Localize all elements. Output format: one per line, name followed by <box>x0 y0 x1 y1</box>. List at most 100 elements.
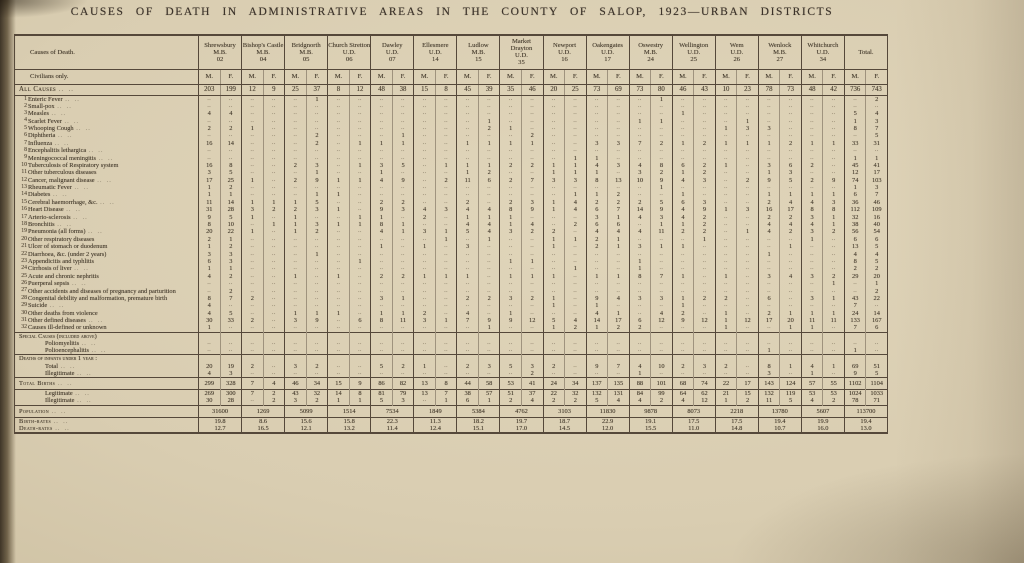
cause-cell: .. <box>822 250 845 258</box>
sex-label-m: M. <box>843 69 866 85</box>
cause-cell: .. <box>348 147 371 155</box>
special-cause-cell: .. <box>241 339 264 348</box>
cause-cell: 103 <box>865 176 888 184</box>
cause-cell: .. <box>456 102 479 111</box>
total-births-cell: 22 <box>714 377 737 390</box>
cause-cell: 2 <box>757 309 780 318</box>
cause-label: 21 Ulcer of stomach or duodenum <box>14 243 199 251</box>
cause-cell: .. <box>865 302 888 310</box>
cause-cell: .. <box>520 124 543 133</box>
cause-cell: 7 <box>520 176 543 184</box>
cause-cell: 4 <box>456 309 479 318</box>
cause-cell: 4 <box>671 213 694 221</box>
infant-deaths-cell: 9 <box>585 362 608 371</box>
dot-leader: .. .. <box>47 302 65 310</box>
cause-cell: .. <box>865 102 888 111</box>
cause-cell: .. <box>327 117 350 125</box>
cause-cell: 7 <box>456 317 479 325</box>
cause-cell: .. <box>391 287 414 295</box>
cause-cell: 1 <box>391 228 414 236</box>
sex-label-f: F. <box>779 69 802 85</box>
cause-cell: 5 <box>779 176 802 184</box>
cause-cell: .. <box>413 161 436 170</box>
cause-cell: 2 <box>607 198 630 207</box>
cause-label: 24 Cirrhosis of liver .. .. <box>14 265 199 273</box>
cause-cell: .. <box>434 169 457 177</box>
cause-cell: .. <box>542 139 565 148</box>
cause-cell: 1 <box>542 206 565 214</box>
rate-cell: 8.6 <box>241 416 285 425</box>
cause-cell: 1 <box>628 117 651 125</box>
infant-deaths-cell: .. <box>262 362 285 371</box>
cause-cell: .. <box>499 154 522 162</box>
cause-cell: .. <box>585 124 608 133</box>
cause-cell: .. <box>714 110 737 118</box>
cause-cell: .. <box>843 147 866 155</box>
cause-cell: 2 <box>800 161 823 170</box>
cause-cell: 2 <box>564 220 587 229</box>
cause-cell: 1 <box>779 324 802 333</box>
cause-cell: 112 <box>843 206 866 214</box>
dot-leader: .. .. <box>55 380 73 388</box>
infant-deaths-cell: .. <box>564 362 587 371</box>
sex-label-m: M. <box>499 69 522 85</box>
cause-cell: 1 <box>198 243 221 251</box>
cause-cell: .. <box>348 169 371 177</box>
cause-cell: 3 <box>542 176 565 184</box>
all-causes-cell: 37 <box>305 84 328 96</box>
cause-cell: .. <box>284 324 307 333</box>
population-row: Population .. .. 31600 1269 5099 1514 7534 184… <box>14 404 888 418</box>
cause-cell: .. <box>564 102 587 111</box>
cause-cell: .. <box>520 243 543 251</box>
infant-deaths-cell: 3 <box>757 370 780 378</box>
cause-cell: 2 <box>434 176 457 184</box>
district-header: Oakengates U.D. 17 <box>585 35 630 70</box>
cause-cell: .. <box>284 191 307 199</box>
cause-cell: 1 <box>305 309 328 318</box>
sex-label-f: F. <box>564 69 587 85</box>
dot-leader: .. .. <box>54 221 72 229</box>
cause-cell: .. <box>456 147 479 155</box>
cause-cell: 17 <box>779 206 802 214</box>
infant-deaths-cell: .. <box>650 370 673 378</box>
cause-cell: 1 <box>241 228 264 236</box>
cause-cell: .. <box>456 110 479 118</box>
cause-cell: .. <box>671 265 694 273</box>
special-cause-cell: .. <box>370 347 393 355</box>
infant-deaths-cell: 3 <box>284 362 307 371</box>
cause-cell: .. <box>241 117 264 125</box>
cause-cell: .. <box>628 309 651 318</box>
cause-cell: 1 <box>520 139 543 148</box>
cause-cell: 22 <box>219 228 242 236</box>
births-detail-cell: 51 <box>499 389 522 398</box>
all-causes-cell: 46 <box>520 84 543 96</box>
cause-cell: .. <box>219 95 242 103</box>
cause-cell: .. <box>305 294 328 303</box>
cause-cell: .. <box>671 132 694 140</box>
cause-cell: .. <box>736 250 759 258</box>
cause-cell: .. <box>757 265 780 273</box>
cause-cell: 3 <box>456 243 479 251</box>
cause-cell: .. <box>434 302 457 310</box>
cause-cell: .. <box>327 139 350 148</box>
cause-cell: 1 <box>241 213 264 221</box>
cause-cell: 1 <box>628 257 651 266</box>
dot-leader: .. .. <box>71 184 90 192</box>
cause-cell: .. <box>714 198 737 207</box>
cause-cell: 3 <box>822 198 845 207</box>
cause-cell: 2 <box>865 95 888 103</box>
cause-cell: 1 <box>434 317 457 325</box>
cause-cell: 9 <box>391 176 414 184</box>
infant-deaths-cell: 3 <box>520 362 543 371</box>
births-detail-cell: 2 <box>305 397 328 406</box>
cause-cell: .. <box>779 147 802 155</box>
total-births-cell: 82 <box>391 377 414 390</box>
cause-cell: .. <box>779 302 802 310</box>
cause-cell: .. <box>413 176 436 184</box>
cause-cell: 2 <box>284 176 307 184</box>
cause-cell: 1 <box>714 124 737 133</box>
cause-cell: 1 <box>284 272 307 281</box>
cause-cell: .. <box>671 250 694 258</box>
rate-cell: 19.1 <box>628 416 673 425</box>
births-detail-cell: 1033 <box>865 389 888 398</box>
